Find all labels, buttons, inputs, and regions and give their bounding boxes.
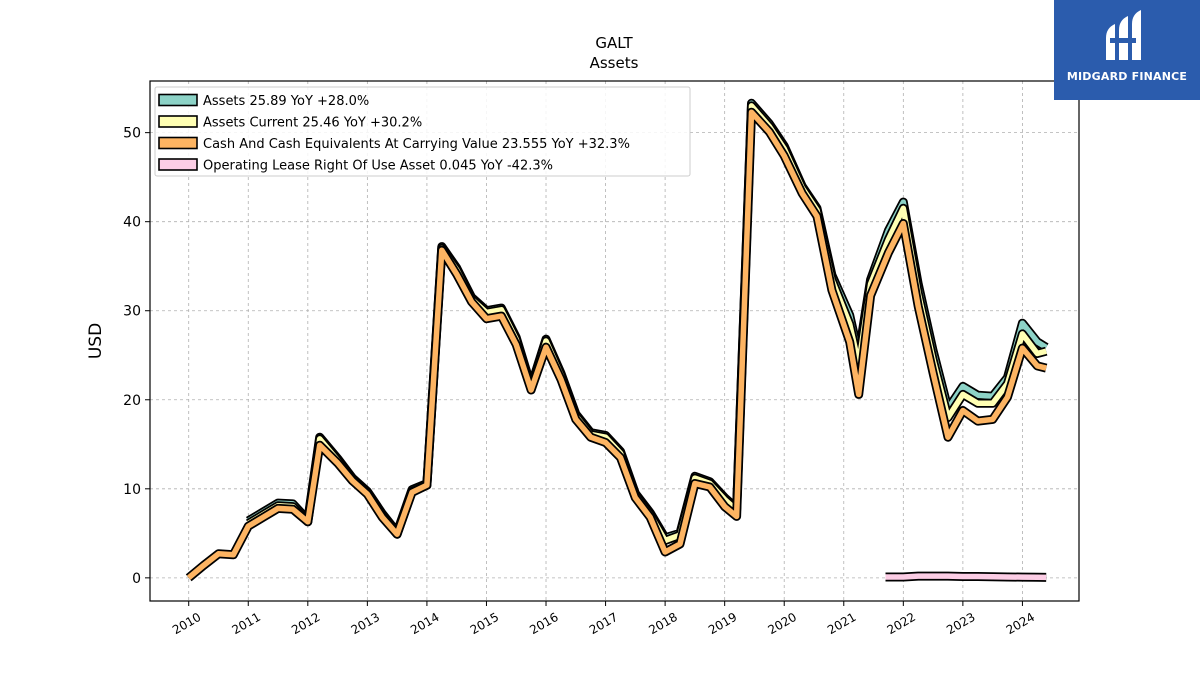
y-tick-label: 30 — [123, 304, 141, 320]
legend-swatch — [158, 158, 198, 171]
series-3 — [885, 571, 1047, 582]
x-tick-label: 2021 — [825, 610, 858, 637]
x-tick-label: 2019 — [706, 610, 739, 637]
y-tick-label: 40 — [123, 215, 141, 231]
plot-frame — [149, 80, 1080, 602]
x-tick-label: 2022 — [885, 610, 918, 637]
series-line — [885, 573, 1047, 581]
x-tick-label: 2020 — [765, 610, 798, 637]
x-tick-label: 2015 — [468, 610, 501, 637]
series-2 — [185, 107, 1048, 582]
brand-logo: MIDGARD FINANCE — [1054, 0, 1200, 100]
legend: Assets 25.89 YoY +28.0% Assets Current 25… — [154, 86, 691, 177]
x-tick-label: 2024 — [1004, 610, 1037, 637]
x-tick-label: 2017 — [587, 610, 620, 637]
chart-subtitle: Assets — [590, 54, 639, 72]
legend-entry: Operating Lease Right Of Use Asset 0.045… — [203, 159, 553, 174]
series-line — [186, 109, 1047, 580]
legend-swatch — [158, 93, 198, 107]
x-tick-label: 2010 — [170, 610, 203, 637]
y-tick-label: 0 — [132, 571, 141, 587]
x-tick-label: 2013 — [349, 610, 382, 637]
legend-swatch — [158, 115, 198, 128]
y-tick-label: 20 — [123, 393, 141, 409]
legend-entry: Assets Current 25.46 YoY +30.2% — [203, 116, 422, 131]
y-tick-label: 10 — [123, 482, 141, 498]
legend-box — [154, 86, 691, 177]
legend-entry: Cash And Cash Equivalents At Carrying Va… — [203, 137, 630, 152]
brand-mark-icon — [1106, 10, 1141, 60]
x-tick-label: 2023 — [944, 610, 977, 637]
series-line-outline — [185, 107, 1048, 582]
brand-name: MIDGARD FINANCE — [1066, 70, 1188, 83]
y-axis-label: USD — [86, 323, 106, 359]
x-tick-label: 2016 — [527, 610, 560, 637]
legend-swatch — [158, 136, 198, 150]
chart-title: GALT — [595, 34, 633, 52]
x-tick-label: 2011 — [230, 610, 263, 637]
x-tick-label: 2014 — [408, 610, 441, 637]
series-group — [185, 98, 1049, 582]
x-tick-label: 2018 — [646, 610, 679, 637]
x-tick-label: 2012 — [289, 610, 322, 637]
legend-entry: Assets 25.89 YoY +28.0% — [203, 94, 369, 109]
y-tick-label: 50 — [123, 126, 141, 142]
